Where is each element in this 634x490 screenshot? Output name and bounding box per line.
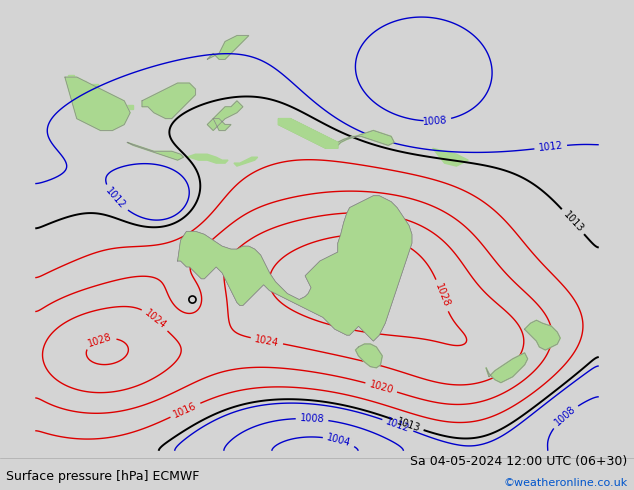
Polygon shape — [338, 130, 394, 146]
Polygon shape — [524, 320, 560, 350]
Polygon shape — [68, 75, 74, 79]
Polygon shape — [65, 77, 130, 130]
Text: 1020: 1020 — [368, 379, 394, 395]
Polygon shape — [127, 105, 133, 109]
Text: 1013: 1013 — [395, 416, 422, 433]
Polygon shape — [524, 320, 560, 350]
Polygon shape — [115, 99, 121, 102]
Polygon shape — [234, 157, 257, 166]
Polygon shape — [278, 119, 338, 148]
Text: 1024: 1024 — [254, 334, 280, 348]
Polygon shape — [432, 148, 469, 166]
Polygon shape — [80, 81, 86, 85]
Text: Surface pressure [hPa] ECMWF: Surface pressure [hPa] ECMWF — [6, 469, 200, 483]
Text: 1012: 1012 — [385, 416, 411, 434]
Text: 1008: 1008 — [552, 404, 578, 428]
Polygon shape — [91, 84, 98, 88]
Text: 1028: 1028 — [433, 282, 451, 309]
Text: 1012: 1012 — [104, 186, 127, 211]
Polygon shape — [486, 353, 527, 383]
Polygon shape — [207, 101, 243, 130]
Polygon shape — [186, 154, 228, 163]
Polygon shape — [178, 196, 412, 341]
Text: ©weatheronline.co.uk: ©weatheronline.co.uk — [503, 478, 628, 488]
Polygon shape — [356, 344, 382, 368]
Polygon shape — [178, 196, 412, 341]
Text: 1028: 1028 — [87, 332, 113, 348]
Text: 1013: 1013 — [561, 209, 585, 234]
Polygon shape — [338, 130, 394, 146]
Text: 1004: 1004 — [326, 433, 352, 449]
Polygon shape — [356, 344, 382, 368]
Text: Sa 04-05-2024 12:00 UTC (06+30): Sa 04-05-2024 12:00 UTC (06+30) — [410, 455, 628, 468]
Text: 1008: 1008 — [299, 413, 325, 424]
Polygon shape — [127, 143, 183, 160]
Text: 1008: 1008 — [422, 115, 448, 126]
Text: 1012: 1012 — [538, 141, 564, 153]
Polygon shape — [278, 119, 338, 148]
Polygon shape — [207, 36, 249, 59]
Text: 1024: 1024 — [143, 308, 168, 331]
Text: 1016: 1016 — [172, 400, 198, 419]
Polygon shape — [142, 83, 195, 119]
Polygon shape — [486, 353, 527, 383]
